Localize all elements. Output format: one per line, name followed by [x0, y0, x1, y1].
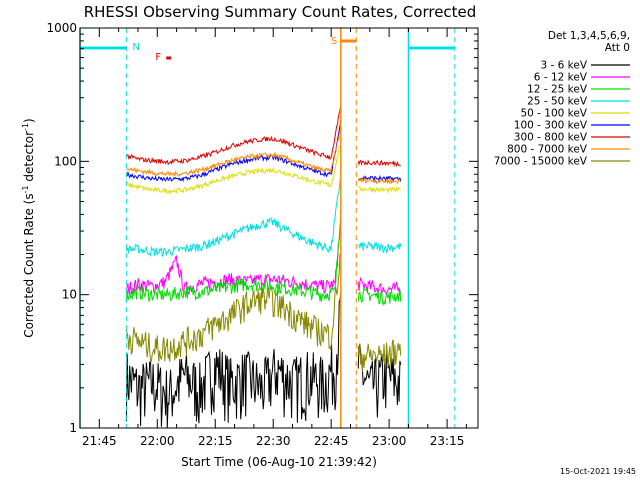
x-tick-label: 23:15 [430, 434, 465, 448]
legend-entry-label: 100 - 300 keV [514, 120, 588, 132]
series-line-segment-2 [357, 159, 401, 167]
y-label-part-1: Corrected Count Rate (s [22, 193, 36, 337]
x-axis-label: Start Time (06-Aug-10 21:39:42) [181, 455, 377, 469]
x-tick-label: 22:45 [314, 434, 349, 448]
series-line [126, 119, 342, 183]
legend-entry-label: 7000 - 15000 keV [494, 156, 588, 168]
series-line [126, 128, 342, 177]
legend-entry-label: 12 - 25 keV [527, 84, 588, 96]
series-line [125, 103, 342, 166]
legend-entry-label: 300 - 800 keV [514, 132, 588, 144]
series-line [125, 213, 342, 303]
series-line [125, 143, 342, 195]
legend-entry-label: 800 - 7000 keV [507, 144, 588, 156]
y-label-exp-2: -1 [21, 123, 30, 131]
legend-entry-label: 25 - 50 keV [527, 96, 588, 108]
series-line-segment-2 [357, 176, 401, 185]
x-tick-label: 22:30 [256, 434, 291, 448]
series-line-segment-2 [358, 185, 402, 194]
y-tick-label: 1000 [46, 21, 77, 35]
legend-header-line-2: Att 0 [605, 42, 630, 54]
y-tick-label: 10 [62, 288, 77, 302]
saa-flag-label: S [331, 36, 337, 47]
x-tick-label: 22:00 [140, 434, 175, 448]
y-tick-label: 1 [69, 421, 77, 435]
series-line [125, 176, 342, 258]
y-label-part-3: ) [22, 118, 36, 123]
legend-entry-label: 6 - 12 keV [534, 72, 588, 84]
y-tick-label: 100 [54, 154, 77, 168]
flare-flag-label: F [155, 52, 161, 63]
x-tick-label: 22:15 [198, 434, 233, 448]
night-flag-label: N [132, 42, 139, 53]
series-line-segment-2 [357, 240, 402, 254]
chart-title: RHESSI Observing Summary Count Rates, Co… [84, 3, 477, 21]
plot-area [125, 103, 402, 429]
series-line-segment-2 [357, 276, 402, 296]
y-axis-label: Corrected Count Rate (s-1 detector-1) [21, 118, 36, 337]
series-line [125, 219, 342, 295]
timestamp: 15-Oct-2021 19:45 [560, 467, 636, 476]
series-line-segment-2 [357, 287, 402, 307]
legend-entry-label: 3 - 6 keV [540, 60, 587, 72]
x-tick-label: 21:45 [82, 434, 117, 448]
series-line [125, 253, 342, 363]
series-line [125, 292, 342, 429]
legend-entry-label: 50 - 100 keV [520, 108, 587, 120]
series-line-segment-2 [357, 339, 402, 372]
series-line-segment-2 [357, 343, 402, 418]
legend-header-line-1: Det 1,3,4,5,6,9, [548, 30, 630, 42]
x-axis: 21:45 22:00 22:15 22:30 22:45 23:00 23:15 [79, 28, 467, 448]
y-label-part-2: detector [22, 131, 36, 186]
y-label-exp-1: -1 [21, 185, 30, 193]
x-tick-label: 23:00 [372, 434, 407, 448]
y-axis: 1 10 100 1000 [46, 21, 478, 435]
plot-frame [79, 27, 479, 429]
